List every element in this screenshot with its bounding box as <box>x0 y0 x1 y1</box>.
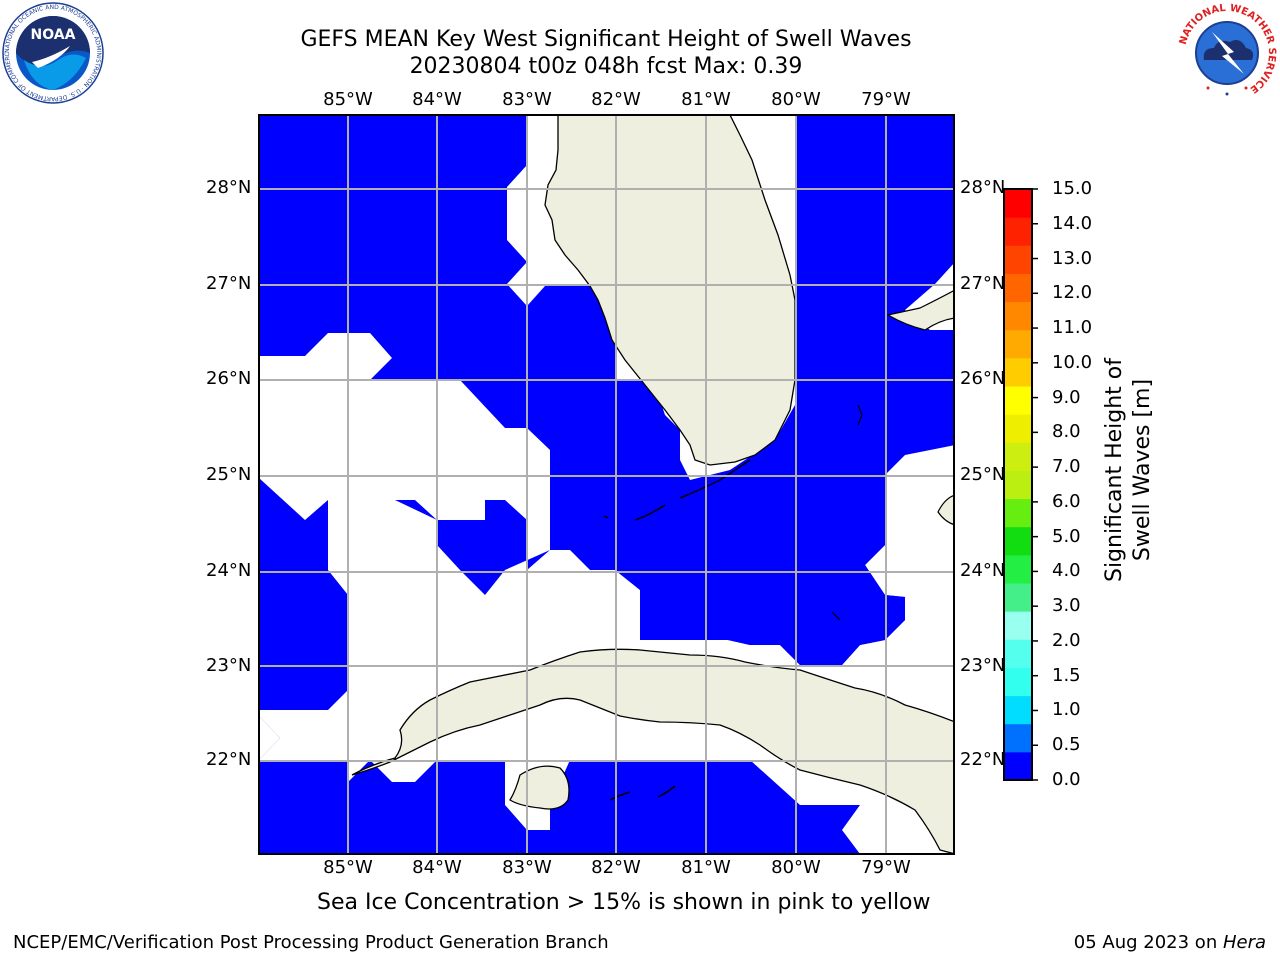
lon-label: 83°W <box>502 857 552 878</box>
lat-label: 28°N <box>960 177 1006 198</box>
colorbar-tick-label: 5.0 <box>1052 525 1081 547</box>
colorbar-segment <box>1004 301 1032 331</box>
colorbar-tick-label: 4.0 <box>1052 560 1081 582</box>
footer-host: Hera <box>1222 932 1266 953</box>
colorbar-segment <box>1004 667 1032 697</box>
swell-field-region <box>615 380 680 475</box>
chart-subtitle: 20230804 t00z 048h fcst Max: 0.39 <box>409 54 803 79</box>
bahamas-land <box>886 289 954 331</box>
nws-logo: NATIONAL WEATHER SERVICE <box>1176 2 1278 104</box>
lat-label: 22°N <box>960 749 1006 770</box>
colorbar-segment <box>1004 751 1032 781</box>
lon-label: 85°W <box>323 857 373 878</box>
bahamas-land <box>831 404 863 621</box>
colorbar-segment <box>1004 723 1032 753</box>
swell-field-region <box>259 716 280 760</box>
lon-label: 83°W <box>502 89 552 110</box>
lat-label: 25°N <box>206 464 252 485</box>
colorbar-segment <box>1004 611 1032 640</box>
colorbar-tick-label: 10.0 <box>1052 351 1093 373</box>
swell-field-region <box>550 475 685 570</box>
lon-label: 79°W <box>861 89 911 110</box>
colorbar-tick-label: 0.5 <box>1052 734 1081 756</box>
noaa-logo: NATIONAL OCEANIC AND ATMOSPHERIC ADMINIS… <box>0 0 104 104</box>
colorbar-segment <box>1004 554 1032 584</box>
colorbar-tick-label: 1.5 <box>1052 664 1081 686</box>
lat-label: 28°N <box>206 177 252 198</box>
colorbar-tick-label: 3.0 <box>1052 595 1081 617</box>
colorbar-segment <box>1004 386 1032 415</box>
lon-label: 84°W <box>412 89 462 110</box>
lon-label: 81°W <box>681 89 731 110</box>
lon-label: 84°W <box>412 857 462 878</box>
colorbar-segment <box>1004 639 1032 668</box>
graticule <box>259 115 954 854</box>
colorbar-tick-label: 13.0 <box>1052 247 1093 269</box>
swell-height-map <box>258 114 955 855</box>
colorbar <box>1003 188 1038 781</box>
lat-label: 24°N <box>206 560 252 581</box>
colorbar-segment <box>1004 695 1032 725</box>
lat-label: 25°N <box>960 464 1006 485</box>
colorbar-tick-label: 2.0 <box>1052 629 1081 651</box>
lon-label: 81°W <box>681 857 731 878</box>
sea-ice-caption: Sea Ice Concentration > 15% is shown in … <box>317 890 931 915</box>
colorbar-segment <box>1004 245 1032 274</box>
swell-field-region <box>615 440 905 665</box>
cuba-land <box>351 648 954 854</box>
colorbar-segment <box>1004 498 1032 528</box>
colorbar-tick-label: 7.0 <box>1052 456 1081 478</box>
lon-label: 82°W <box>591 89 641 110</box>
colorbar-frame <box>1003 188 1033 781</box>
colorbar-tick-label: 0.0 <box>1052 769 1081 790</box>
florida-keys <box>603 459 751 521</box>
colorbar-segment <box>1004 273 1032 303</box>
lat-label: 26°N <box>206 368 252 389</box>
lon-label: 82°W <box>591 857 641 878</box>
bahamas-land <box>937 494 954 526</box>
lat-label: 23°N <box>960 655 1006 676</box>
colorbar-segment <box>1004 357 1032 387</box>
isla-juventud-land <box>509 765 570 810</box>
colorbar-tick-label: 15.0 <box>1052 178 1093 199</box>
colorbar-tick-label: 12.0 <box>1052 282 1093 304</box>
colorbar-tick-label: 14.0 <box>1052 212 1093 234</box>
colorbar-tick-label: 6.0 <box>1052 490 1081 512</box>
colorbar-segment <box>1004 470 1032 500</box>
lat-label: 27°N <box>206 273 252 294</box>
lon-label: 79°W <box>861 857 911 878</box>
colorbar-segment <box>1004 526 1032 556</box>
colorbar-segment <box>1004 189 1032 218</box>
colorbar-segment <box>1004 329 1032 359</box>
lon-label: 80°W <box>771 857 821 878</box>
lat-label: 23°N <box>206 655 252 676</box>
footer-branch: NCEP/EMC/Verification Post Processing Pr… <box>13 932 609 953</box>
lat-label: 22°N <box>206 749 252 770</box>
colorbar-segment <box>1004 217 1032 246</box>
map-frame <box>258 114 955 855</box>
chart-title: GEFS MEAN Key West Significant Height of… <box>300 27 912 52</box>
colorbar-segment <box>1004 414 1032 443</box>
noaa-logo-text: NOAA <box>31 27 76 43</box>
colorbar-tick-label: 11.0 <box>1052 317 1093 339</box>
colorbar-tick-label: 1.0 <box>1052 699 1081 721</box>
lon-label: 80°W <box>771 89 821 110</box>
lat-label: 24°N <box>960 560 1006 581</box>
lat-label: 27°N <box>960 273 1006 294</box>
florida-land <box>544 115 796 466</box>
footer-date: 05 Aug 2023 on Hera <box>1074 932 1266 953</box>
colorbar-tick-label: 8.0 <box>1052 421 1081 443</box>
colorbar-label: Significant Height of Swell Waves [m] <box>1102 357 1155 583</box>
colorbar-segment <box>1004 442 1032 471</box>
colorbar-segment <box>1004 583 1032 612</box>
lat-label: 26°N <box>960 368 1006 389</box>
lon-label: 85°W <box>323 89 373 110</box>
footer-date-text: 05 Aug 2023 on <box>1073 932 1223 953</box>
cuba-cays <box>609 785 676 801</box>
colorbar-tick-label: 9.0 <box>1052 386 1081 408</box>
